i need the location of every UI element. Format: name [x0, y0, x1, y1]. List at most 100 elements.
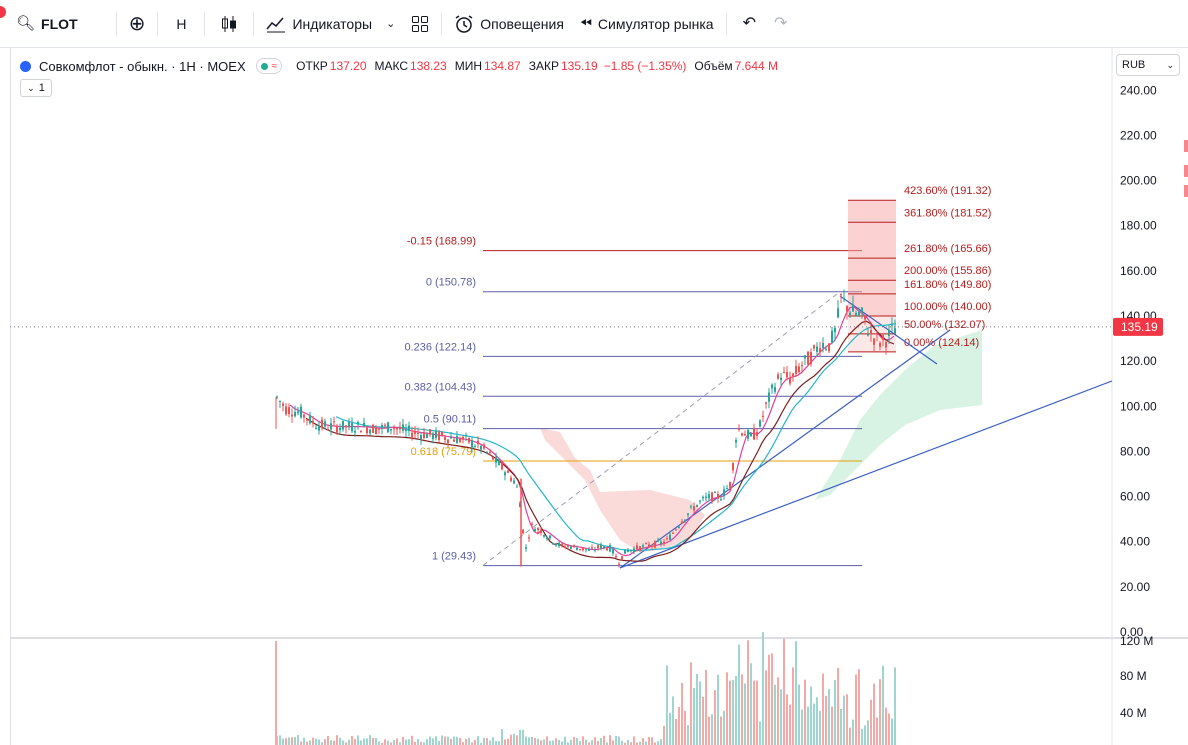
candle-body [849, 312, 851, 315]
volume-bar [348, 739, 350, 745]
fib-ext-label: 423.60% (191.32) [904, 185, 991, 197]
chart-legend: Совкомфлот - обыкн. · 1Н · MOEX ≈ ОТКР 1… [20, 56, 778, 76]
volume-bar [297, 735, 299, 745]
current-price-badge [1113, 317, 1163, 336]
candles[interactable] [275, 289, 896, 568]
candle-body [888, 330, 890, 336]
ma-line-maroon[interactable] [305, 320, 895, 562]
candle-body [627, 549, 629, 553]
redo-icon: ↷ [774, 14, 788, 32]
candle-body [459, 438, 461, 442]
candle-body [594, 549, 596, 551]
candle-body [306, 419, 308, 421]
templates-button[interactable] [403, 8, 437, 40]
currency-select[interactable]: RUB ⌄ [1116, 54, 1180, 76]
exchange-icon [20, 60, 31, 72]
symbol-title[interactable]: Совкомфлот - обыкн. · 1Н · MOEX [39, 58, 246, 74]
volume-bar [774, 684, 776, 745]
price-tick-label: 160.00 [1120, 264, 1157, 278]
candle-body [885, 341, 887, 348]
fib-ext-label: 361.80% (181.52) [904, 207, 991, 219]
candle-body [666, 538, 668, 540]
candle-body [456, 436, 458, 444]
candle-body [372, 424, 374, 433]
candle-body [777, 374, 779, 379]
redo-button[interactable]: ↷ [768, 8, 793, 40]
ma-line-pink[interactable] [289, 306, 895, 557]
volume-bar [360, 740, 362, 745]
indicators-button[interactable]: Индикаторы ⌄ [258, 8, 403, 40]
volume-bars[interactable] [275, 632, 896, 745]
candle-body [288, 407, 290, 415]
notification-dot [0, 6, 6, 18]
volume-bar [282, 738, 284, 745]
candle-body [870, 330, 872, 335]
alarm-clock-icon [455, 14, 473, 33]
low-label: МИН [454, 59, 483, 73]
candle-body [738, 428, 740, 430]
price-tick-label: 20.00 [1120, 580, 1150, 594]
volume-bar [372, 737, 374, 745]
candle-body [837, 308, 839, 318]
volume-bar [831, 706, 833, 745]
collapse-indicators-button[interactable]: ⌄ 1 [20, 79, 52, 97]
compare-button[interactable]: ⊕ [121, 8, 154, 40]
volume-bar [666, 665, 668, 745]
volume-bar [687, 725, 689, 745]
volume-bar [834, 679, 836, 745]
trend-line-long[interactable] [619, 380, 1113, 569]
volume-bar [648, 736, 650, 745]
volume-bar [486, 738, 488, 745]
volume-bar [456, 736, 458, 745]
symbol-search-button[interactable]: 🔍︎ FLOT [0, 8, 86, 40]
current-price-label: 135.19 [1121, 320, 1158, 334]
volume-bar [462, 742, 464, 745]
separator [115, 11, 117, 36]
candle-body [369, 429, 371, 434]
chart-type-button[interactable] [209, 8, 249, 40]
undo-button[interactable]: ↶ [731, 8, 768, 40]
separator [725, 11, 727, 36]
candle-body [771, 384, 773, 389]
volume-bar [708, 716, 710, 745]
market-status-badge[interactable]: ≈ [255, 58, 283, 74]
candle-body [426, 433, 428, 438]
volume-bar [453, 736, 455, 745]
candle-body [327, 429, 329, 431]
volume-bar [840, 708, 842, 745]
candle-body [357, 421, 359, 425]
candle-body [291, 414, 293, 417]
candle-body [807, 351, 809, 365]
wave-icon: ≈ [271, 60, 278, 72]
interval-button[interactable]: H [162, 8, 200, 40]
volume-bar [588, 742, 590, 745]
candle-body [687, 513, 689, 515]
candle-body [354, 430, 356, 433]
volume-bar [336, 735, 338, 745]
volume-bar [549, 740, 551, 745]
candle-body [423, 431, 425, 439]
candle-body [396, 428, 398, 430]
volume-bar [573, 736, 575, 745]
price-tick-label: 180.00 [1120, 219, 1157, 233]
symbol-label: FLOT [41, 15, 78, 32]
trend-line-steep[interactable] [619, 329, 951, 569]
replay-button[interactable]: ⏪︎ Симулятор рынка [572, 8, 722, 40]
volume-bar [885, 707, 887, 745]
price-tick-label: 200.00 [1120, 174, 1157, 188]
volume-bar [411, 735, 413, 745]
volume-bar [378, 741, 380, 745]
alerts-button[interactable]: Оповещения [446, 8, 572, 40]
indicator-count: 1 [38, 82, 45, 94]
volume-bar [837, 668, 839, 745]
fib-ext-label: 100.00% (140.00) [904, 301, 991, 313]
volume-tick-label: 120 M [1120, 634, 1153, 648]
volume-bar [741, 674, 743, 745]
alerts-label: Оповещения [480, 15, 564, 32]
candle-body [558, 542, 560, 547]
volume-bar [675, 718, 677, 745]
candle-body [669, 534, 671, 540]
candle-body [663, 541, 665, 544]
candle-body [705, 496, 707, 499]
